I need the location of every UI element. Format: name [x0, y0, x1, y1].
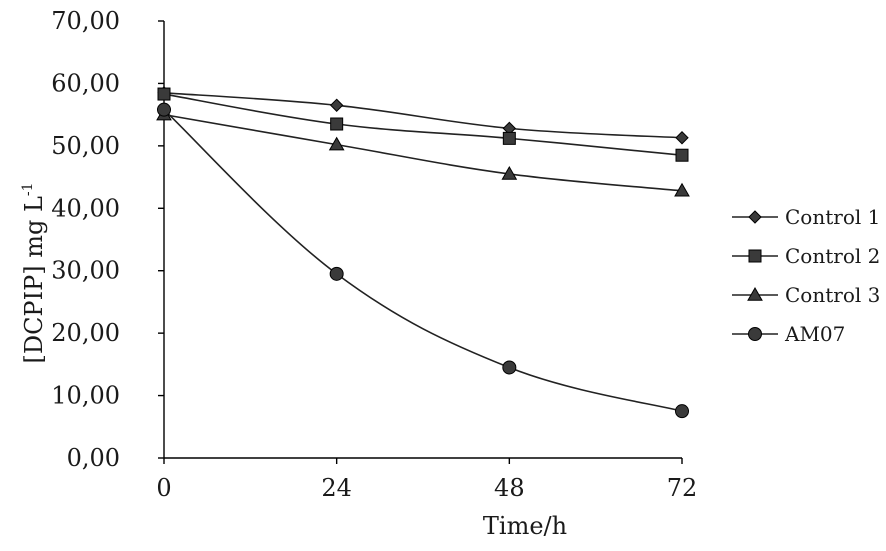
y-tick-label: 30,00 [51, 257, 120, 285]
legend-item-am07: AM07 [732, 322, 845, 346]
legend-marker [748, 327, 762, 341]
y-tick-label: 70,00 [51, 7, 120, 35]
legend-marker [748, 210, 762, 224]
legend: Control 1 Control 2 Control 3 AM07 [732, 205, 880, 346]
data-point-control-3 [674, 182, 690, 197]
y-axis: 0,00 10,00 20,00 30,00 40,00 50,00 60,00 70,00 [51, 7, 165, 472]
series-control-3 [156, 106, 690, 197]
y-tick-label: 60,00 [51, 69, 120, 97]
x-tick-label: 48 [494, 474, 525, 502]
series-line-control-1 [163, 91, 683, 139]
legend-label: Control 3 [785, 283, 880, 307]
legend-marker [748, 249, 762, 263]
y-tick-label: 10,00 [51, 382, 120, 410]
data-point-control-2 [330, 117, 344, 131]
data-point-control-2 [675, 148, 689, 162]
legend-item-control-2: Control 2 [732, 244, 880, 268]
y-axis-title-main: [DCPIP] mg L [20, 196, 48, 363]
data-point-control-2 [502, 131, 516, 145]
legend-label: AM07 [784, 322, 845, 346]
series-line-control-2 [163, 93, 683, 157]
data-point-control-3 [501, 165, 518, 180]
x-axis: 0 24 48 72 [156, 457, 698, 502]
x-tick-label: 24 [321, 474, 352, 502]
data-point-am07 [157, 102, 171, 117]
y-tick-label: 40,00 [51, 194, 120, 222]
y-tick-label: 0,00 [67, 444, 120, 472]
series-control-1 [157, 86, 689, 145]
legend-marker [747, 286, 763, 301]
legend-label: Control 2 [785, 244, 880, 268]
x-axis-title: Time/h [483, 512, 567, 540]
series-control-2 [157, 87, 689, 162]
legend-item-control-3: Control 3 [732, 283, 880, 307]
y-tick-label: 50,00 [51, 132, 120, 160]
data-point-control-1 [329, 98, 344, 112]
data-point-am07 [502, 360, 517, 375]
x-tick-label: 72 [667, 474, 698, 502]
data-point-am07 [329, 266, 344, 281]
data-point-am07 [675, 404, 689, 419]
y-tick-label: 20,00 [51, 319, 120, 347]
data-point-control-3 [328, 136, 345, 151]
data-point-control-1 [675, 131, 689, 145]
series-am07 [157, 102, 689, 419]
series-group [156, 86, 690, 419]
y-axis-title: [DCPIP] mg L-1 [20, 182, 48, 363]
data-point-control-2 [157, 87, 171, 101]
series-line-control-3 [163, 113, 683, 192]
y-axis-title-superscript: -1 [20, 182, 36, 196]
series-line-am07 [163, 109, 683, 412]
legend-label: Control 1 [785, 205, 880, 229]
legend-item-control-1: Control 1 [732, 205, 880, 229]
x-tick-label: 0 [156, 474, 171, 502]
